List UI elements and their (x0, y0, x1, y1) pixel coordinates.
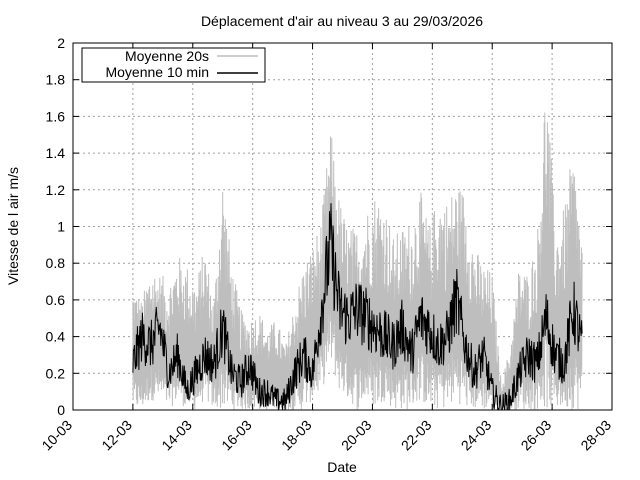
y-tick-label: 0.2 (46, 365, 66, 381)
y-tick-label: 1 (57, 219, 65, 235)
x-tick-label: 14-03 (158, 417, 195, 454)
y-tick-label: 0 (57, 402, 65, 418)
x-tick-label: 22-03 (398, 417, 435, 454)
y-tick-label: 0.6 (46, 292, 66, 308)
y-tick-label: 1.8 (46, 72, 66, 88)
y-tick-label: 1.4 (46, 145, 66, 161)
y-axis-label: Vitesse de l air m/s (5, 167, 21, 285)
x-axis-label: Date (327, 459, 357, 475)
chart-title: Déplacement d'air au niveau 3 au 29/03/2… (201, 13, 483, 29)
x-tick-label: 18-03 (278, 417, 315, 454)
legend-label-moyenne-10min: Moyenne 10 min (105, 64, 209, 80)
x-tick-label: 24-03 (458, 417, 495, 454)
y-tick-label: 1.2 (46, 182, 66, 198)
legend: Moyenne 20s Moyenne 10 min (81, 47, 266, 83)
y-tick-label: 2 (57, 35, 65, 51)
x-tick-label: 10-03 (38, 417, 75, 454)
x-tick-label: 26-03 (518, 417, 555, 454)
x-tick-label: 20-03 (338, 417, 375, 454)
x-tick-label: 16-03 (218, 417, 255, 454)
y-axis-ticks: 0 0.2 0.4 0.6 0.8 1 1.2 1.4 1.6 1.8 2 (46, 35, 612, 418)
y-tick-label: 0.8 (46, 255, 66, 271)
legend-box (81, 47, 266, 83)
x-tick-label: 28-03 (577, 417, 614, 454)
y-tick-label: 0.4 (46, 329, 66, 345)
x-tick-label: 12-03 (98, 417, 135, 454)
legend-label-moyenne-20s: Moyenne 20s (125, 48, 209, 64)
y-tick-label: 1.6 (46, 108, 66, 124)
